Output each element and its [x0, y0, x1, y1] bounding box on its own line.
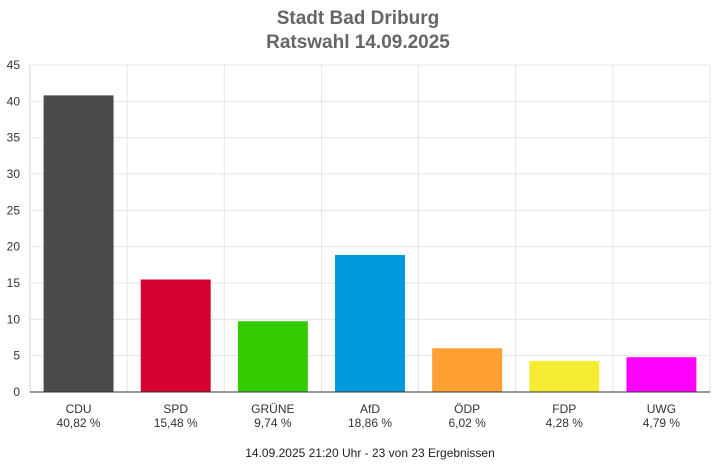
y-tick-label: 10 [7, 312, 21, 326]
x-tick-label: UWG [647, 402, 676, 416]
bar-grüne [237, 321, 308, 392]
bar-spd [140, 279, 211, 392]
y-tick-label: 5 [13, 349, 20, 363]
x-tick-label: SPD [163, 402, 188, 416]
x-tick-label: GRÜNE [251, 402, 294, 416]
x-tick-label: ÖDP [454, 402, 480, 416]
y-tick-label: 20 [7, 240, 21, 254]
y-tick-label: 0 [13, 385, 20, 399]
percent-label: 9,74 % [254, 416, 292, 430]
y-tick-label: 15 [7, 276, 21, 290]
bar-fdp [529, 360, 600, 392]
percent-label: 4,79 % [643, 416, 681, 430]
y-tick-label: 25 [7, 203, 21, 217]
chart-subtitle: Ratswahl 14.09.2025 [266, 32, 450, 53]
x-tick-label: CDU [66, 402, 92, 416]
x-tick-label: AfD [360, 402, 380, 416]
percent-label: 4,28 % [546, 416, 584, 430]
percent-label: 6,02 % [448, 416, 486, 430]
bar-cdu [43, 95, 114, 392]
x-tick-label: FDP [552, 402, 576, 416]
y-tick-label: 45 [7, 58, 21, 72]
percent-label: 18,86 % [348, 416, 392, 430]
chart-title: Stadt Bad Driburg [276, 8, 440, 29]
y-tick-label: 40 [7, 94, 21, 108]
percent-label: 15,48 % [154, 416, 198, 430]
bar-afd [335, 254, 405, 392]
y-tick-label: 30 [7, 167, 21, 181]
bar-uwg [626, 357, 697, 392]
bar-ödp [432, 348, 503, 392]
results-footer: 14.09.2025 21:20 Uhr - 23 von 23 Ergebni… [245, 446, 495, 460]
y-tick-label: 35 [7, 131, 21, 145]
percent-label: 40,82 % [57, 416, 101, 430]
